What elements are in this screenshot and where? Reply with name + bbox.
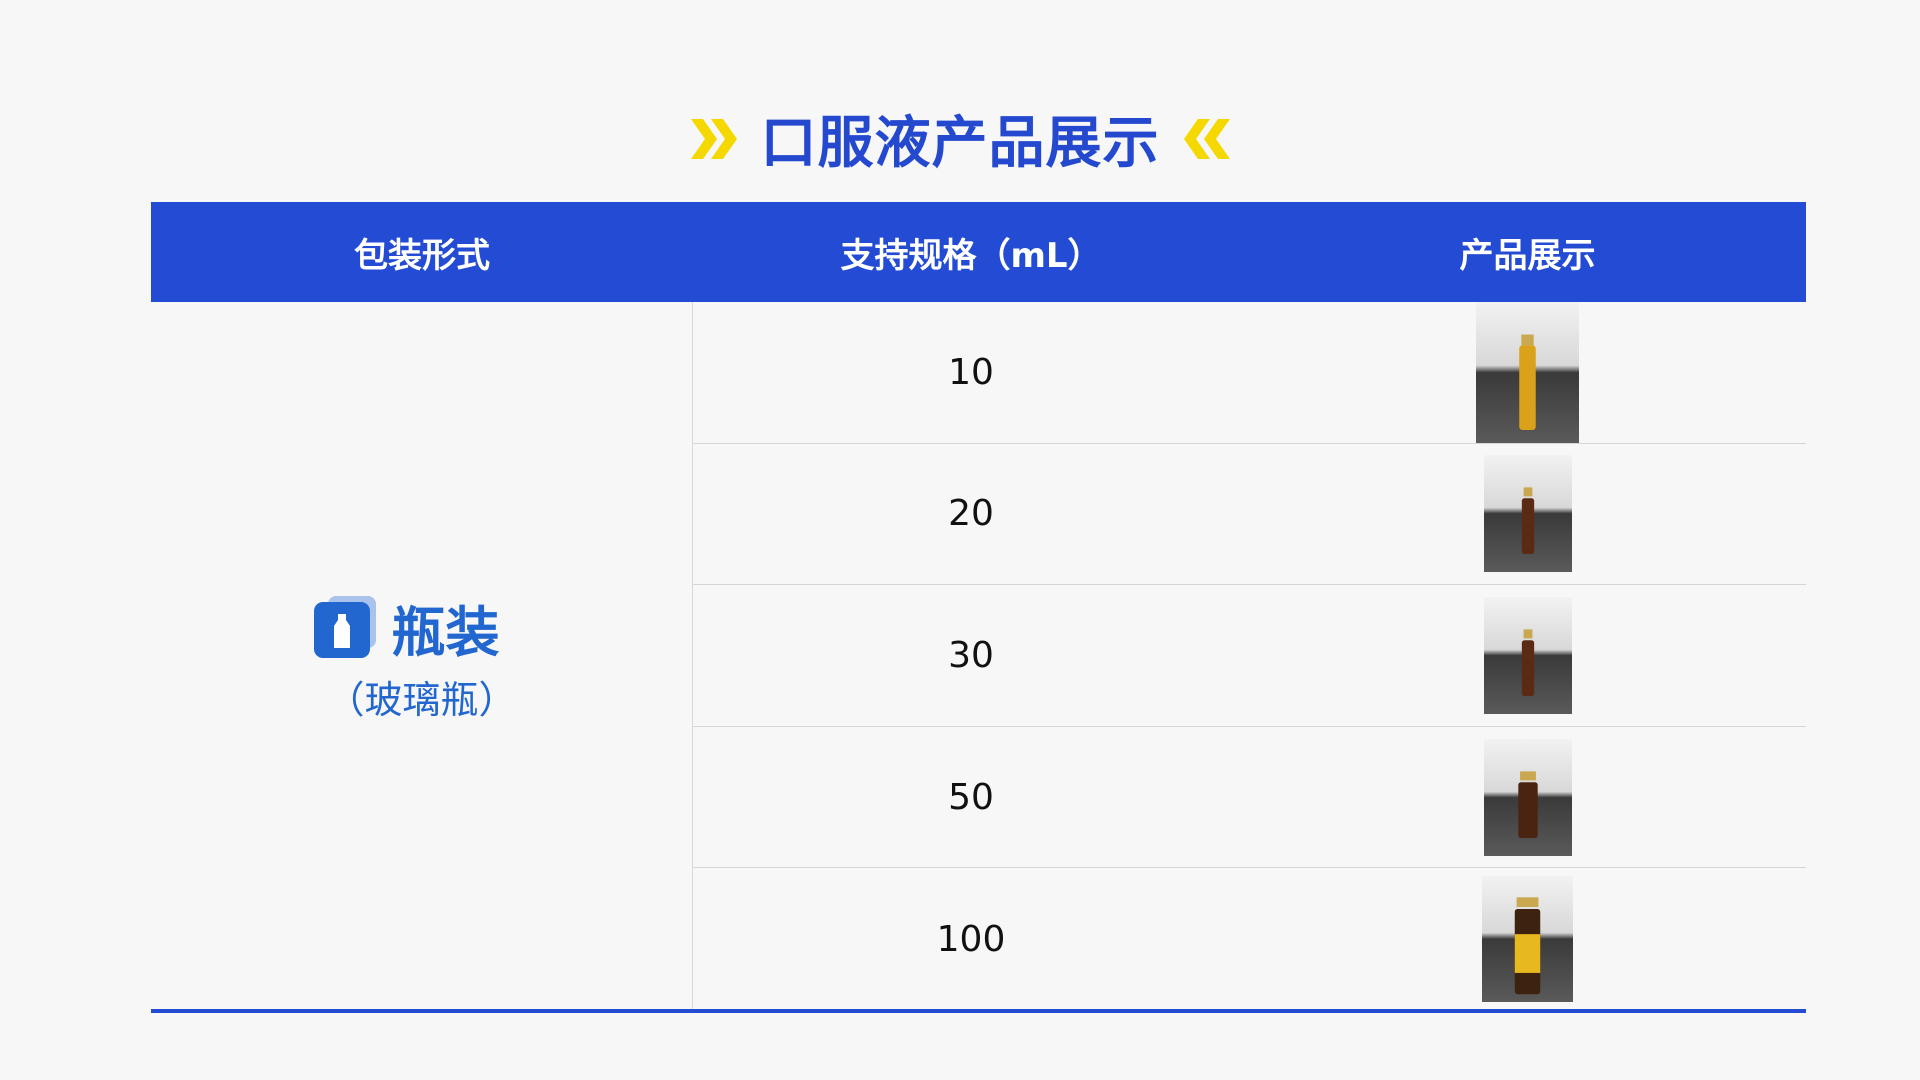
chevron-left-icon [1183, 118, 1230, 159]
package-material: （玻璃瓶） [326, 678, 517, 722]
package-name: 瓶装 [391, 601, 500, 664]
table-row: 20 [693, 444, 1806, 586]
header-package: 包装形式 [354, 235, 490, 276]
package-cell: 瓶装 （玻璃瓶） [151, 302, 693, 1010]
product-photo [1483, 596, 1572, 714]
volume-value: 50 [948, 776, 994, 818]
volume-value: 100 [936, 918, 1006, 960]
table-bottom-border [151, 1009, 1806, 1013]
product-photo [1476, 301, 1579, 443]
header-volume: 支持规格（mL） [840, 235, 1102, 276]
volume-value: 20 [948, 493, 994, 535]
product-photo [1483, 738, 1572, 856]
page-title: 口服液产品展示 [760, 111, 1160, 176]
table-row: 30 [693, 585, 1806, 727]
volume-value: 30 [948, 634, 994, 676]
table-row: 50 [693, 727, 1806, 869]
page-title-bar: 口服液产品展示 [0, 98, 1920, 179]
product-photo [1483, 455, 1572, 573]
table-row: 100 [693, 868, 1806, 1010]
header-product: 产品展示 [1459, 235, 1596, 276]
chevron-right-icon [690, 118, 737, 159]
table-header: 包装形式 支持规格（mL） 产品展示 [151, 202, 1806, 302]
bottle-icon [313, 595, 376, 658]
product-photo [1482, 876, 1573, 1003]
volume-value: 10 [948, 351, 994, 393]
table-row: 10 [693, 301, 1806, 444]
product-table: 包装形式 支持规格（mL） 产品展示 瓶装 （玻璃瓶） 10 20 30 [151, 202, 1806, 1010]
